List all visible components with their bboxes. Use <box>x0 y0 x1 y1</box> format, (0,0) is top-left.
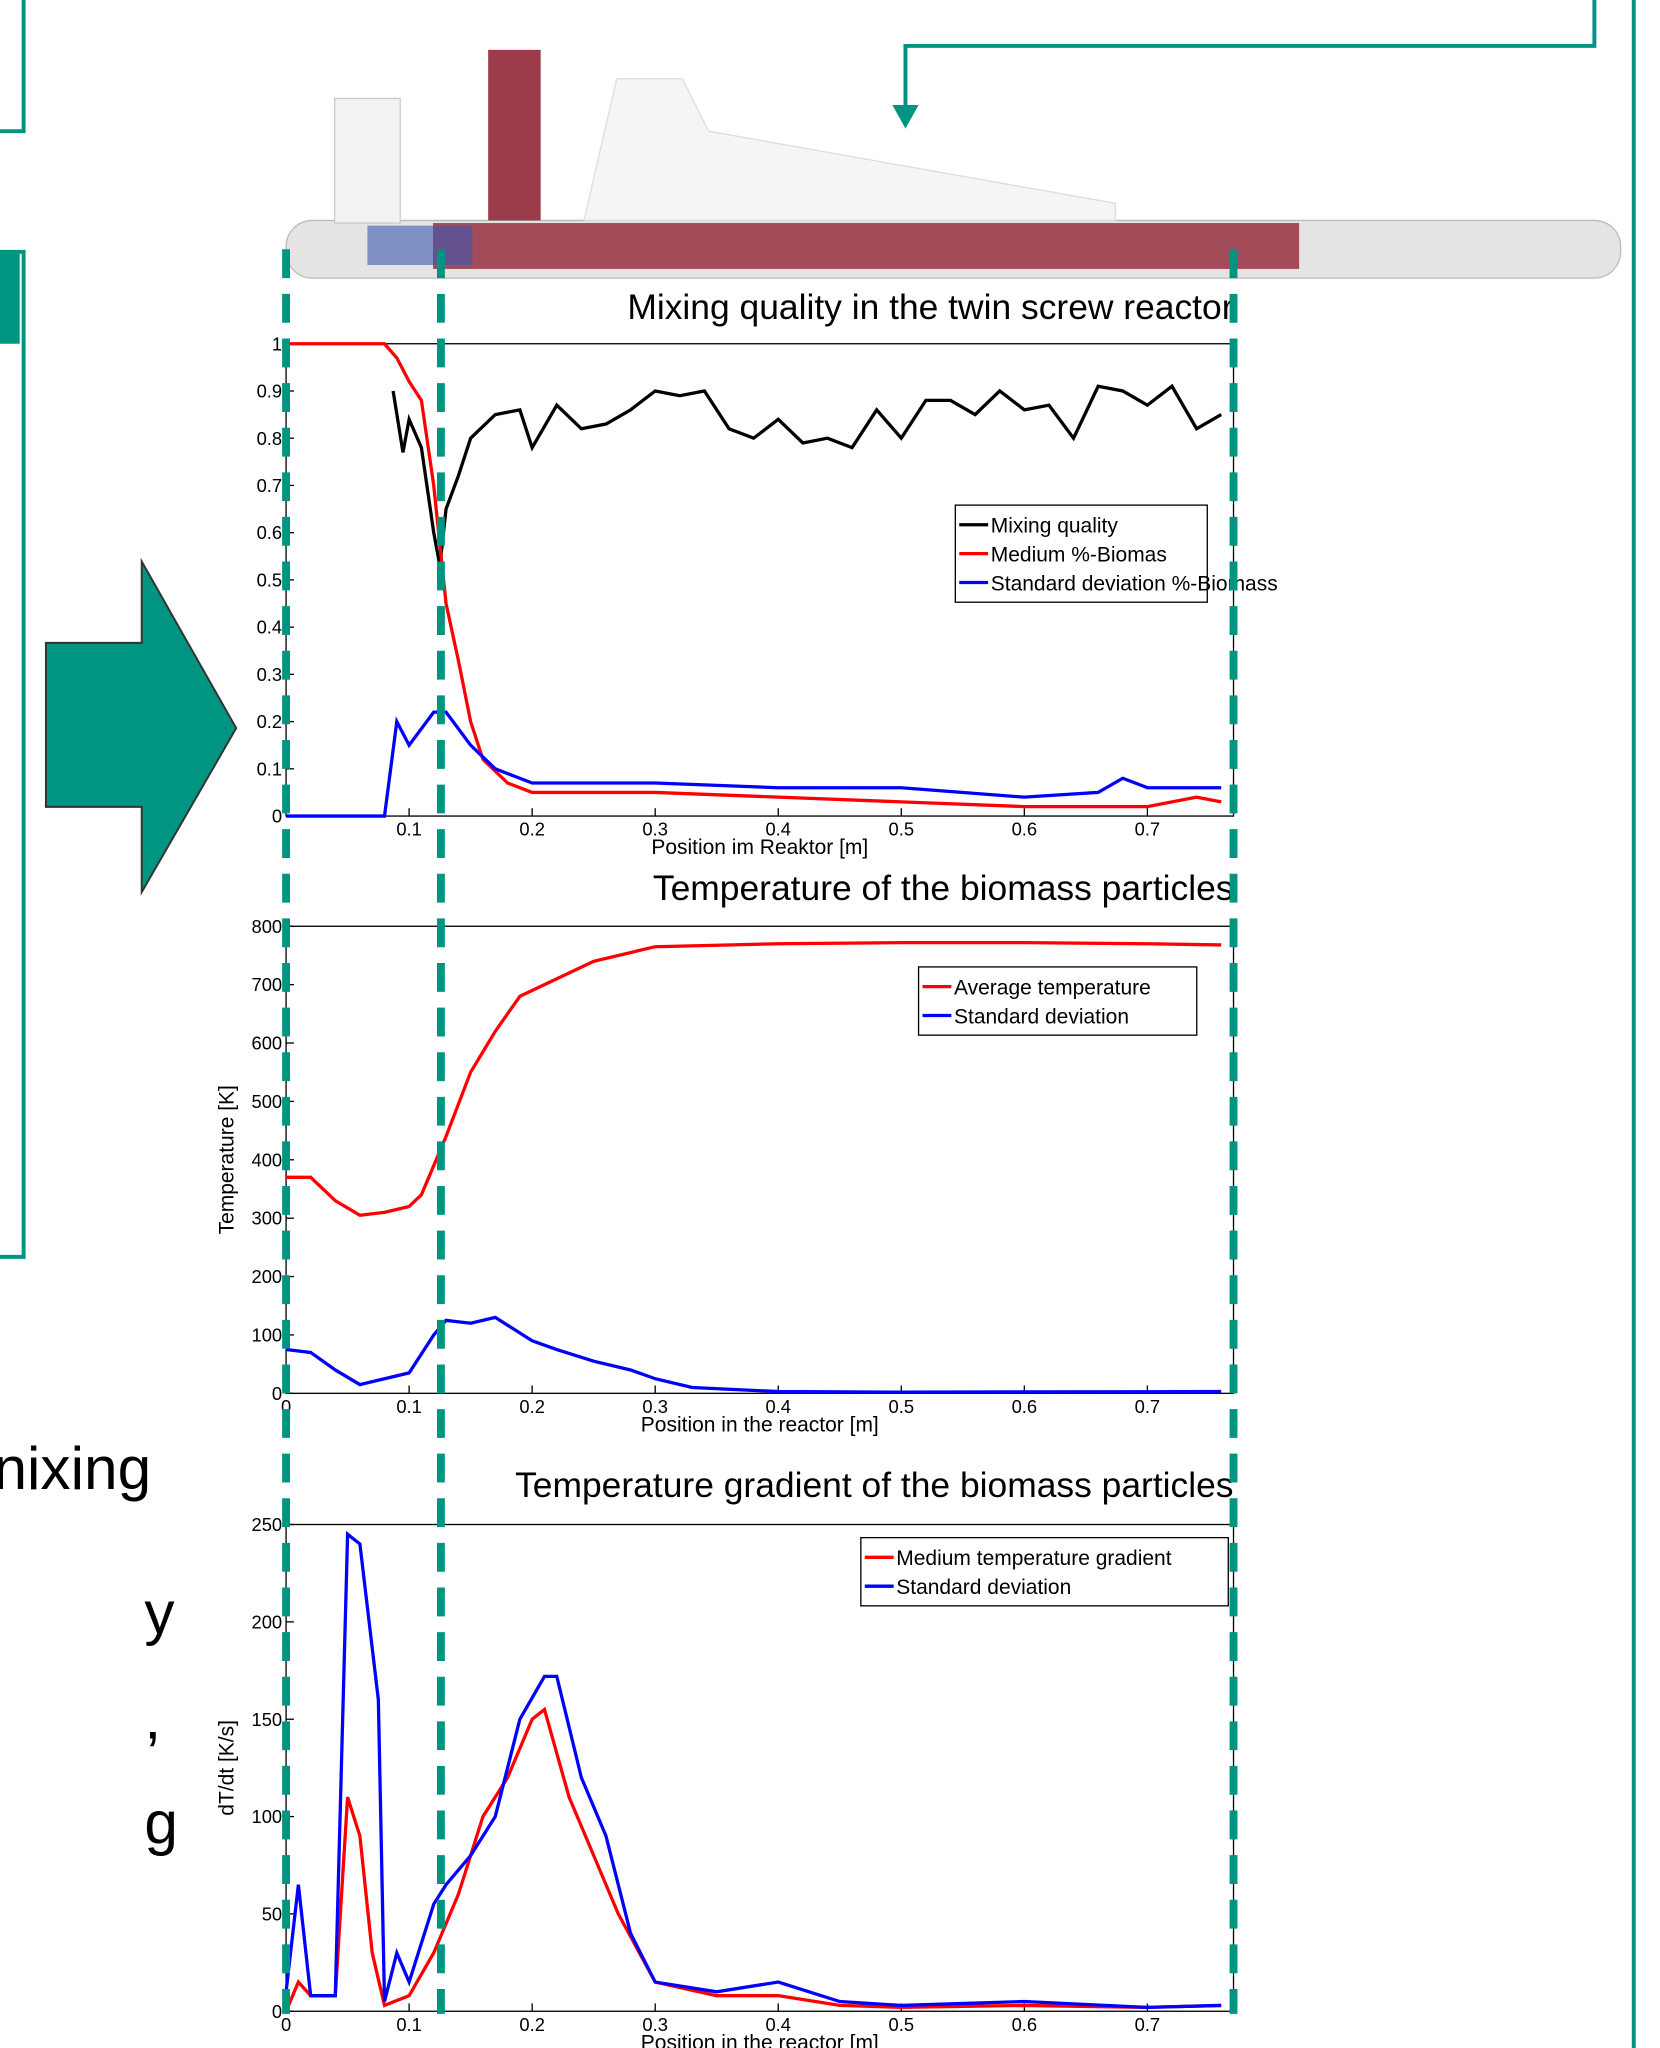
box-edge <box>0 252 24 1257</box>
text-fragment: , <box>144 1683 161 1751</box>
legend-label: Average temperature <box>954 976 1151 999</box>
legend-label: Medium temperature gradient <box>896 1547 1171 1570</box>
y-tick-label: 800 <box>251 916 282 937</box>
x-tick-label: 0.1 <box>396 1396 422 1417</box>
y-tick-label: 250 <box>251 1514 282 1535</box>
y-tick-label: 0.4 <box>257 617 283 638</box>
connector <box>905 0 1594 121</box>
sand-bed <box>367 226 472 265</box>
tower <box>335 98 401 223</box>
reactor <box>286 50 1621 278</box>
y-tick-label: 0.1 <box>257 758 283 779</box>
box-edge <box>0 0 24 131</box>
tower-particles <box>488 50 540 221</box>
legend-label: Medium %-Biomas <box>991 544 1167 567</box>
text-fragment: y <box>144 1578 175 1646</box>
x-axis-label: Position in the reactor [m] <box>641 2031 879 2048</box>
chart-title: Mixing quality in the twin screw reactor <box>627 287 1233 327</box>
hopper <box>584 79 1115 221</box>
y-tick-label: 200 <box>251 1611 282 1632</box>
x-tick-label: 0.6 <box>1012 819 1038 840</box>
y-tick-label: 0.9 <box>257 381 283 402</box>
y-tick-label: 150 <box>251 1709 282 1730</box>
x-tick-label: 0.6 <box>1012 2014 1038 2035</box>
x-tick-label: 0.7 <box>1135 2014 1161 2035</box>
y-tick-label: 0.5 <box>257 569 283 590</box>
arrow-head <box>892 105 918 129</box>
y-tick-label: 50 <box>262 1903 282 1924</box>
x-tick-label: 0.5 <box>889 819 915 840</box>
legend-label: Standard deviation <box>954 1005 1129 1028</box>
y-tick-label: 0.6 <box>257 522 283 543</box>
text-fragment: g <box>144 1788 178 1856</box>
y-tick-label: 600 <box>251 1033 282 1054</box>
poster: Mixing quality in the twin screw reactor… <box>0 0 1660 2048</box>
big-arrow <box>46 562 236 893</box>
x-tick-label: 0.1 <box>396 819 422 840</box>
y-axis-label: dT/dt [K/s] <box>216 1720 239 1816</box>
y-tick-label: 0.7 <box>257 475 283 496</box>
y-tick-label: 100 <box>251 1806 282 1827</box>
y-tick-label: 1 <box>272 333 282 354</box>
y-tick-label: 0.8 <box>257 428 283 449</box>
x-axis-label: Position in the reactor [m] <box>641 1413 879 1436</box>
x-tick-label: 0.7 <box>1135 1396 1161 1417</box>
legend-label: Mixing quality <box>991 515 1119 538</box>
x-tick-label: 0.2 <box>519 2014 545 2035</box>
y-tick-label: 0 <box>272 806 282 827</box>
text-fragment: nixing <box>0 1434 151 1502</box>
y-tick-label: 300 <box>251 1208 282 1229</box>
x-axis-label: Position im Reaktor [m] <box>651 836 868 859</box>
y-tick-label: 200 <box>251 1266 282 1287</box>
biomass-bed <box>433 223 1299 269</box>
y-tick-label: 700 <box>251 974 282 995</box>
y-tick-label: 400 <box>251 1149 282 1170</box>
chart-title: Temperature gradient of the biomass part… <box>515 1465 1233 1505</box>
x-tick-label: 0.5 <box>889 1396 915 1417</box>
x-tick-label: 0.1 <box>396 2014 422 2035</box>
y-tick-label: 0.3 <box>257 664 283 685</box>
x-tick-label: 0.2 <box>519 819 545 840</box>
y-tick-label: 500 <box>251 1091 282 1112</box>
chart-title: Temperature of the biomass particles <box>653 868 1234 908</box>
y-tick-label: 0.2 <box>257 711 283 732</box>
x-tick-label: 0.2 <box>519 1396 545 1417</box>
legend-label: Standard deviation <box>896 1576 1071 1599</box>
x-tick-label: 0.5 <box>889 2014 915 2035</box>
y-tick-label: 100 <box>251 1325 282 1346</box>
y-axis-label: Temperature [K] <box>216 1085 239 1234</box>
box-header <box>0 252 20 344</box>
x-tick-label: 0 <box>281 2014 291 2035</box>
x-tick-label: 0.6 <box>1012 1396 1038 1417</box>
x-tick-label: 0.7 <box>1135 819 1161 840</box>
